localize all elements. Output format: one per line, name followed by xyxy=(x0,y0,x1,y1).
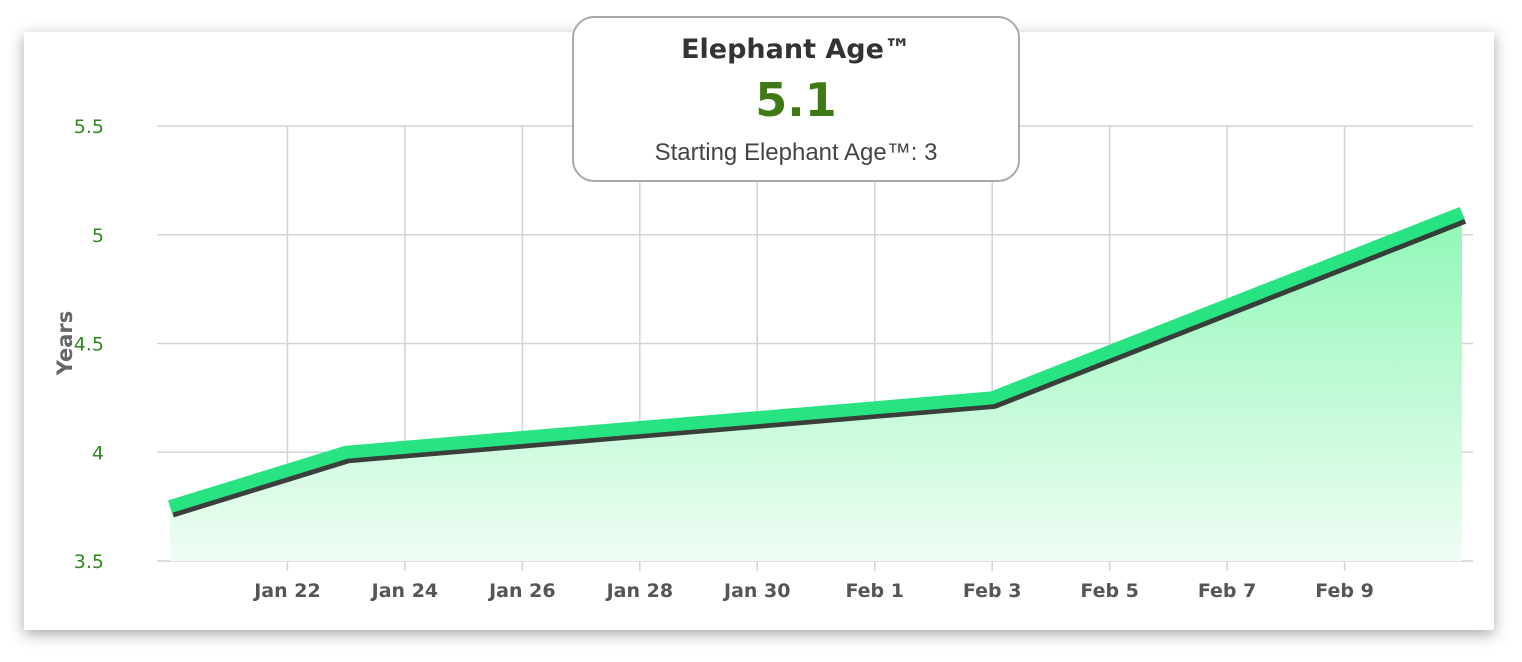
x-tick-label: Jan 26 xyxy=(487,580,555,602)
x-tick-label: Jan 22 xyxy=(252,580,320,602)
y-axis-label: Years xyxy=(53,311,77,377)
x-tick-label: Feb 1 xyxy=(845,580,904,602)
chart-area: 3.5 4 4.5 5 5.5 Jan 22 Jan 24 Jan 26 Jan 28 Jan 3… xyxy=(53,116,1473,602)
x-tick-label: Jan 30 xyxy=(722,580,790,602)
x-tick-label: Jan 24 xyxy=(370,580,438,602)
y-tick-label: 5 xyxy=(92,225,104,247)
y-tick-label: 4.5 xyxy=(74,334,104,356)
x-tick-label: Feb 3 xyxy=(963,580,1022,602)
series-line xyxy=(168,206,1465,513)
x-tick-label: Feb 7 xyxy=(1198,580,1257,602)
y-tick-label: 5.5 xyxy=(74,116,104,138)
x-tick-label: Feb 5 xyxy=(1080,580,1139,602)
elephant-age-box: Elephant Age™ 5.1 Starting Elephant Age™… xyxy=(572,16,1020,182)
elephant-age-value: 5.1 xyxy=(755,73,837,127)
starting-age-text: Starting Elephant Age™: 3 xyxy=(654,139,938,166)
series-area xyxy=(170,213,1462,561)
y-tick-label: 3.5 xyxy=(74,551,104,573)
elephant-age-title: Elephant Age™ xyxy=(681,34,911,65)
x-tick-label: Jan 28 xyxy=(605,580,673,602)
x-tick-label: Feb 9 xyxy=(1315,580,1374,602)
y-tick-label: 4 xyxy=(92,442,104,464)
